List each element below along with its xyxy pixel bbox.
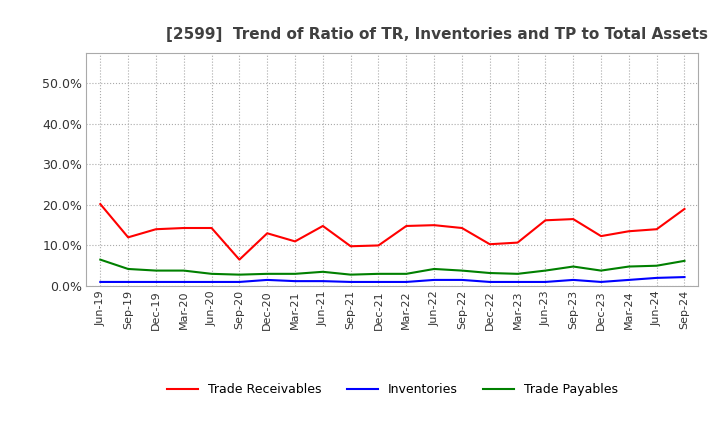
- Inventories: [485, 279, 494, 285]
- Trade Receivables: [291, 239, 300, 244]
- Trade Receivables: [513, 240, 522, 245]
- Trade Receivables: [346, 244, 355, 249]
- Inventories: [96, 279, 104, 285]
- Trade Payables: [485, 271, 494, 276]
- Inventories: [152, 279, 161, 285]
- Trade Payables: [624, 264, 633, 269]
- Inventories: [124, 279, 132, 285]
- Inventories: [235, 279, 243, 285]
- Trade Payables: [235, 272, 243, 277]
- Inventories: [346, 279, 355, 285]
- Text: [2599]  Trend of Ratio of TR, Inventories and TP to Total Assets: [2599] Trend of Ratio of TR, Inventories…: [166, 27, 708, 42]
- Line: Trade Payables: Trade Payables: [100, 260, 685, 275]
- Trade Payables: [374, 271, 383, 276]
- Inventories: [458, 277, 467, 282]
- Trade Payables: [652, 263, 661, 268]
- Inventories: [569, 277, 577, 282]
- Trade Payables: [291, 271, 300, 276]
- Trade Payables: [207, 271, 216, 276]
- Trade Receivables: [597, 234, 606, 239]
- Inventories: [402, 279, 410, 285]
- Inventories: [680, 275, 689, 280]
- Trade Receivables: [124, 235, 132, 240]
- Trade Receivables: [374, 243, 383, 248]
- Trade Payables: [124, 266, 132, 271]
- Trade Receivables: [624, 229, 633, 234]
- Inventories: [597, 279, 606, 285]
- Trade Payables: [569, 264, 577, 269]
- Trade Payables: [402, 271, 410, 276]
- Trade Payables: [597, 268, 606, 273]
- Trade Receivables: [485, 242, 494, 247]
- Trade Receivables: [207, 225, 216, 231]
- Trade Receivables: [430, 223, 438, 228]
- Trade Receivables: [96, 202, 104, 207]
- Trade Receivables: [402, 224, 410, 229]
- Inventories: [374, 279, 383, 285]
- Inventories: [179, 279, 188, 285]
- Trade Receivables: [458, 225, 467, 231]
- Inventories: [541, 279, 550, 285]
- Line: Inventories: Inventories: [100, 277, 685, 282]
- Inventories: [430, 277, 438, 282]
- Trade Receivables: [680, 206, 689, 212]
- Trade Payables: [152, 268, 161, 273]
- Trade Receivables: [179, 225, 188, 231]
- Trade Payables: [458, 268, 467, 273]
- Trade Receivables: [152, 227, 161, 232]
- Inventories: [652, 275, 661, 281]
- Inventories: [291, 279, 300, 284]
- Trade Receivables: [541, 218, 550, 223]
- Trade Receivables: [235, 257, 243, 262]
- Inventories: [624, 277, 633, 282]
- Trade Payables: [346, 272, 355, 277]
- Trade Receivables: [569, 216, 577, 222]
- Trade Payables: [96, 257, 104, 262]
- Inventories: [513, 279, 522, 285]
- Trade Receivables: [318, 224, 327, 229]
- Inventories: [263, 277, 271, 282]
- Line: Trade Receivables: Trade Receivables: [100, 204, 685, 260]
- Trade Payables: [318, 269, 327, 275]
- Trade Payables: [513, 271, 522, 276]
- Trade Payables: [541, 268, 550, 273]
- Inventories: [207, 279, 216, 285]
- Inventories: [318, 279, 327, 284]
- Trade Receivables: [652, 227, 661, 232]
- Trade Payables: [263, 271, 271, 276]
- Trade Payables: [430, 266, 438, 271]
- Trade Receivables: [263, 231, 271, 236]
- Legend: Trade Receivables, Inventories, Trade Payables: Trade Receivables, Inventories, Trade Pa…: [162, 378, 623, 401]
- Trade Payables: [680, 258, 689, 264]
- Trade Payables: [179, 268, 188, 273]
